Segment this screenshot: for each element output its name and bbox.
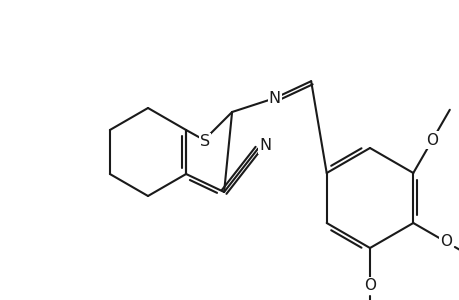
Text: N: N xyxy=(268,91,280,106)
Text: O: O xyxy=(363,278,375,293)
Text: O: O xyxy=(439,235,451,250)
Text: S: S xyxy=(200,134,210,149)
Text: N: N xyxy=(258,138,270,153)
Text: O: O xyxy=(425,133,437,148)
